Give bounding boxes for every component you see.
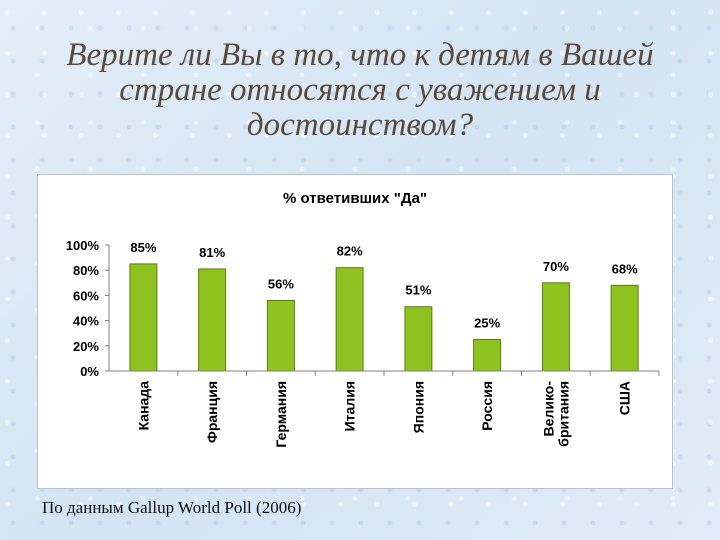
x-tick-label-line: Велико- bbox=[540, 381, 556, 437]
data-label: 70% bbox=[543, 259, 569, 274]
y-tick-label: 80% bbox=[73, 263, 99, 278]
x-tick-label-line: Россия bbox=[479, 381, 495, 431]
bar bbox=[198, 268, 227, 372]
bar bbox=[335, 267, 364, 372]
data-label: 25% bbox=[474, 316, 500, 331]
chart-title: % ответивших "Да" bbox=[283, 190, 427, 207]
data-label: 82% bbox=[337, 244, 363, 259]
data-label: 56% bbox=[268, 276, 294, 291]
x-tick-label: Япония bbox=[410, 381, 426, 433]
slide-title: Верите ли Вы в то, что к детям в Вашей с… bbox=[66, 37, 654, 143]
data-label: 51% bbox=[405, 283, 431, 298]
bar bbox=[404, 306, 433, 372]
x-tick-label-line: Канада bbox=[135, 381, 151, 431]
y-tick-label: 40% bbox=[73, 314, 99, 329]
data-label: 81% bbox=[199, 245, 225, 260]
data-label: 68% bbox=[612, 261, 638, 276]
bar-chart: % ответивших "Да" 0% 20% 40% 60% 80% 100% 85%… bbox=[66, 190, 660, 448]
bars bbox=[129, 263, 639, 372]
x-tick-label-line: Германия bbox=[273, 381, 289, 448]
x-tick-label: Канада bbox=[135, 381, 151, 431]
x-tick-label: Франция bbox=[204, 381, 220, 443]
x-tick-label-line: Япония bbox=[410, 381, 426, 433]
y-tick-label: 60% bbox=[73, 288, 99, 303]
y-tick-label: 100% bbox=[66, 238, 100, 253]
y-tick-label: 20% bbox=[73, 339, 99, 354]
data-labels: 85% 81% 56% 82% 51% 25% 70% 68% bbox=[130, 240, 638, 331]
x-tick-label-line: США bbox=[617, 381, 633, 415]
x-tick-label-line: Италия bbox=[342, 381, 358, 431]
source-note: По данным Gallup World Poll (2006) bbox=[42, 498, 302, 517]
bar bbox=[129, 263, 158, 372]
data-label: 85% bbox=[130, 240, 156, 255]
y-tick-label: 0% bbox=[80, 364, 99, 379]
y-axis: 0% 20% 40% 60% 80% 100% bbox=[66, 238, 110, 379]
bar bbox=[473, 339, 502, 372]
chart-panel: % ответивших "Да" 0% 20% 40% 60% 80% 100% 85%… bbox=[37, 174, 673, 489]
x-tick-label: Германия bbox=[273, 381, 289, 448]
x-tick-label: Италия bbox=[342, 381, 358, 431]
x-tick-label: Велико-британия bbox=[540, 381, 571, 447]
x-tick-label-line: британия bbox=[555, 381, 571, 447]
x-tick-label-line: Франция bbox=[204, 381, 220, 443]
x-tick-label: Россия bbox=[479, 381, 495, 431]
bar bbox=[266, 299, 295, 372]
bar bbox=[541, 282, 570, 372]
bar bbox=[610, 284, 639, 372]
x-tick-label: США bbox=[617, 381, 633, 415]
x-axis: Канада Франция Германия Италия Япония Россия В… bbox=[109, 370, 660, 448]
